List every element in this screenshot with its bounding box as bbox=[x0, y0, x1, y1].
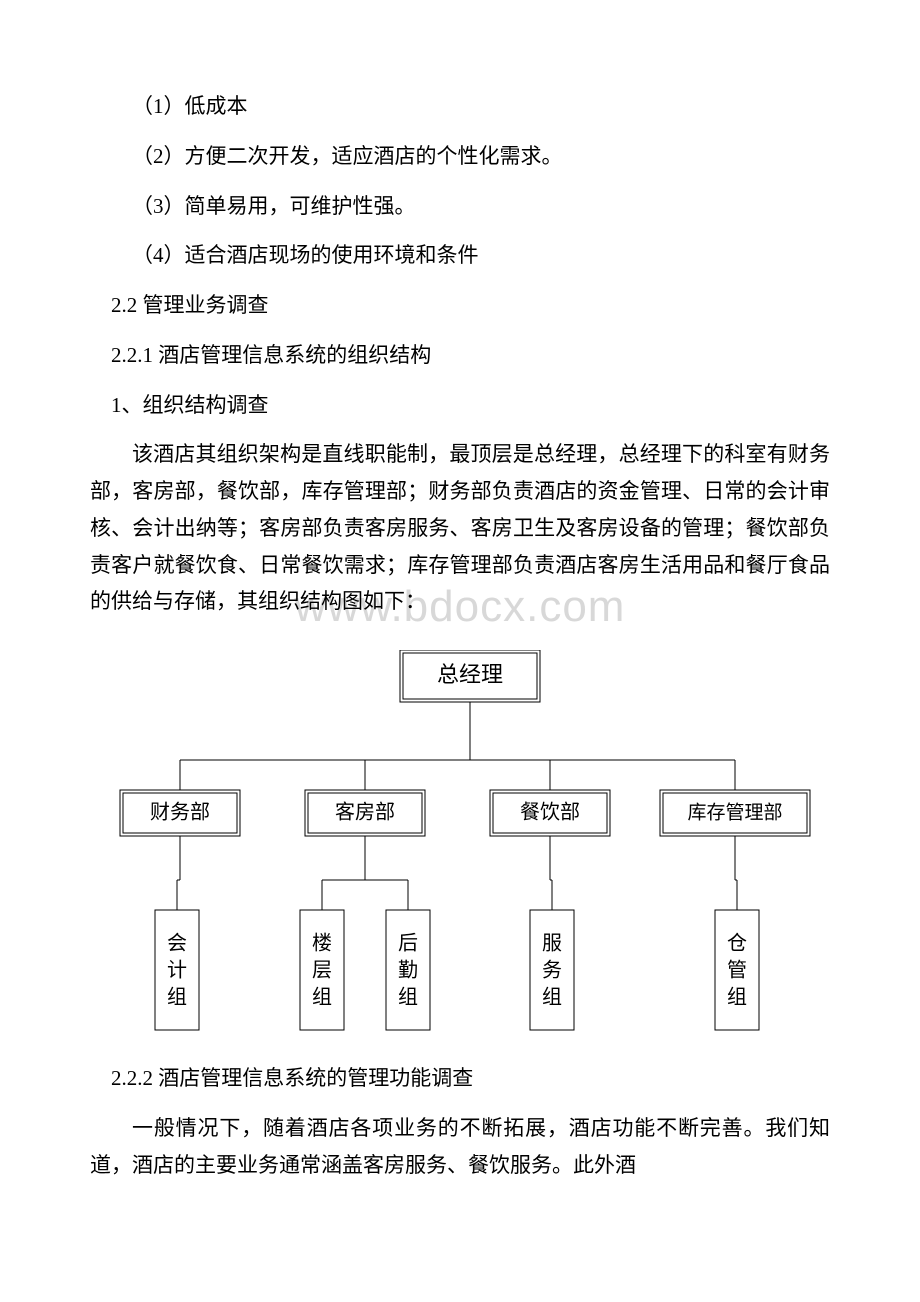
section-heading: 2.2.1 酒店管理信息系统的组织结构 bbox=[90, 337, 830, 374]
svg-text:务: 务 bbox=[542, 959, 562, 982]
paragraph: 该酒店其组织架构是直线职能制，最顶层是总经理，总经理下的科室有财务部，客房部，餐… bbox=[90, 436, 830, 620]
svg-text:会: 会 bbox=[167, 932, 187, 955]
svg-text:勤: 勤 bbox=[398, 959, 418, 982]
svg-text:仓: 仓 bbox=[727, 932, 747, 955]
list-item: （2）方便二次开发，适应酒店的个性化需求。 bbox=[90, 138, 830, 175]
svg-text:财务部: 财务部 bbox=[150, 801, 210, 824]
svg-text:组: 组 bbox=[312, 986, 332, 1009]
svg-text:总经理: 总经理 bbox=[437, 662, 503, 687]
svg-text:组: 组 bbox=[542, 986, 562, 1009]
list-item: （4）适合酒店现场的使用环境和条件 bbox=[90, 237, 830, 274]
svg-text:层: 层 bbox=[312, 960, 332, 982]
svg-text:库存管理部: 库存管理部 bbox=[687, 801, 782, 823]
svg-text:服: 服 bbox=[542, 933, 562, 955]
paragraph: 一般情况下，随着酒店各项业务的不断拓展，酒店功能不断完善。我们知道，酒店的主要业… bbox=[90, 1110, 830, 1184]
svg-text:楼: 楼 bbox=[312, 932, 332, 955]
svg-text:客房部: 客房部 bbox=[335, 801, 395, 824]
org-chart: 总经理财务部客房部餐饮部库存管理部会计组楼层组后勤组服务组仓管组 bbox=[90, 650, 830, 1040]
svg-text:餐饮部: 餐饮部 bbox=[520, 801, 580, 824]
document-body: （1）低成本 （2）方便二次开发，适应酒店的个性化需求。 （3）简单易用，可维护… bbox=[0, 0, 920, 1183]
list-item: （1）低成本 bbox=[90, 88, 830, 125]
paragraph: 1、组织结构调查 bbox=[90, 387, 830, 424]
list-item: （3）简单易用，可维护性强。 bbox=[90, 188, 830, 225]
org-chart-svg: 总经理财务部客房部餐饮部库存管理部会计组楼层组后勤组服务组仓管组 bbox=[90, 650, 830, 1040]
section-heading: 2.2.2 酒店管理信息系统的管理功能调查 bbox=[90, 1060, 830, 1097]
svg-text:组: 组 bbox=[398, 986, 418, 1009]
svg-text:组: 组 bbox=[727, 986, 747, 1009]
svg-text:后: 后 bbox=[398, 932, 418, 955]
svg-text:计: 计 bbox=[167, 959, 187, 982]
svg-text:管: 管 bbox=[727, 959, 747, 982]
section-heading: 2.2 管理业务调查 bbox=[90, 287, 830, 324]
svg-text:组: 组 bbox=[167, 986, 187, 1009]
